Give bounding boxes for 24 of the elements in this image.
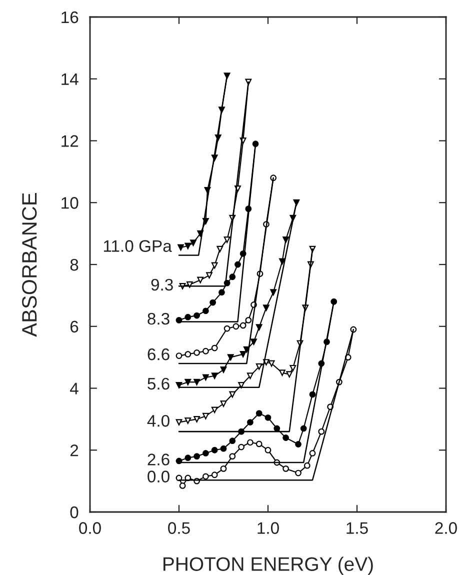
y-tick-label: 10 bbox=[62, 197, 78, 209]
y-tick-label: 14 bbox=[62, 73, 78, 85]
x-tick-label: 0.0 bbox=[79, 522, 101, 534]
y-tick-label: 8 bbox=[70, 258, 78, 271]
y-tick-label: 16 bbox=[62, 11, 78, 24]
y-tick-label: 12 bbox=[62, 135, 78, 147]
x-tick-label: 1.5 bbox=[346, 522, 368, 534]
y-tick-label: 4 bbox=[70, 382, 78, 394]
series-label: 11.0 GPa bbox=[104, 240, 172, 252]
x-tick-label: 0.5 bbox=[168, 522, 190, 534]
y-tick-label: 0 bbox=[70, 506, 78, 518]
series-label: 0.0 bbox=[148, 470, 170, 482]
y-tick-label: 2 bbox=[70, 444, 78, 456]
x-axis-title: PHOTON ENERGY (eV) bbox=[164, 556, 373, 575]
series-label: 6.6 bbox=[148, 348, 170, 360]
series-label: 5.6 bbox=[148, 378, 170, 390]
y-tick-label: 6 bbox=[70, 320, 78, 333]
series-label: 2.6 bbox=[148, 454, 170, 466]
x-tick-label: 1.0 bbox=[258, 522, 279, 534]
x-tick-label: 2.0 bbox=[435, 522, 457, 534]
y-axis-title: ABSORBANCE bbox=[22, 193, 37, 337]
series-label: 8.3 bbox=[148, 312, 170, 325]
series-label: 4.0 bbox=[147, 414, 170, 427]
series-label: 9.3 bbox=[151, 278, 173, 291]
